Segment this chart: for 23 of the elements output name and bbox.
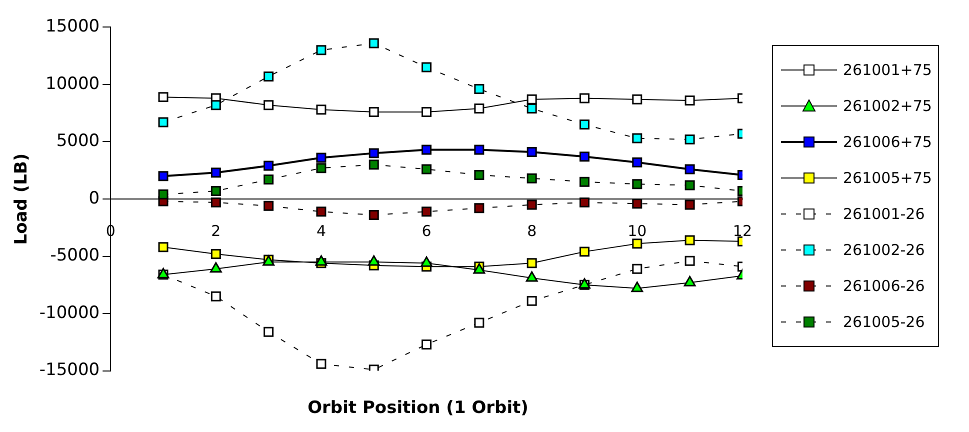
y-tick-label: 0 [88, 188, 100, 208]
legend-label: 261002-26 [843, 241, 925, 259]
legend-label: 261005+75 [843, 169, 932, 187]
x-tick-label: 8 [527, 222, 537, 240]
y-axis-title: Load (LB) [12, 153, 32, 245]
legend-label: 261006-26 [843, 277, 925, 295]
legend-label: 261006+75 [843, 133, 932, 151]
x-tick-label: 2 [211, 222, 221, 240]
legend-label: 261005-26 [843, 313, 925, 331]
x-tick-label: 6 [422, 222, 432, 240]
x-axis-title: Orbit Position (1 Orbit) [306, 398, 530, 418]
y-tick-label: -10000 [39, 302, 100, 323]
x-tick-label: 4 [316, 222, 326, 240]
legend-label: 261002+75 [843, 97, 932, 115]
y-tick-label: -15000 [39, 360, 100, 380]
y-tick-label: 15000 [46, 16, 100, 37]
legend-label: 261001+75 [843, 61, 932, 79]
y-tick-label: 5000 [56, 131, 100, 152]
x-tick-label: 12 [732, 222, 752, 240]
y-tick-label: -5000 [50, 246, 100, 266]
x-tick-label: 10 [628, 222, 647, 240]
y-tick-label: 10000 [46, 74, 100, 94]
legend-label: 261001-26 [843, 205, 925, 223]
